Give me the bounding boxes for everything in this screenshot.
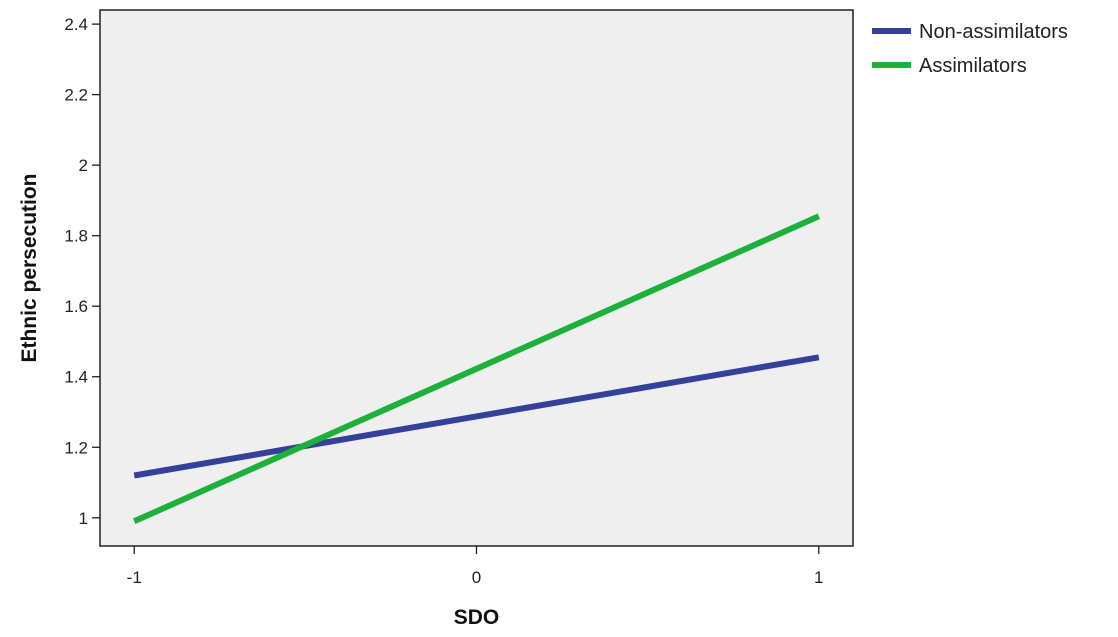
x-tick-label: -1 — [127, 568, 142, 587]
y-tick-label: 2.4 — [64, 15, 88, 34]
y-tick-label: 1.4 — [64, 368, 88, 387]
y-axis-title: Ethnic persecution — [18, 173, 41, 362]
y-axis: 1 1.2 1.4 1.6 1.8 2 2.2 2.4 — [64, 15, 100, 528]
x-axis-title: SDO — [454, 606, 500, 629]
series-line-non-assimilators — [133, 354, 820, 479]
legend-label-non-assimilators: Non-assimilators — [919, 21, 1068, 43]
x-tick-label: 1 — [814, 568, 823, 587]
y-tick-label: 1.2 — [64, 438, 88, 457]
legend: Non-assimilators Assimilators — [872, 21, 1068, 77]
plot-area — [99, 9, 854, 547]
series-lines — [132, 213, 821, 525]
y-tick-label: 2 — [79, 156, 88, 175]
series-line-assimilators — [132, 213, 821, 525]
y-tick-label: 1 — [79, 509, 88, 528]
y-tick-label: 1.6 — [64, 297, 88, 316]
x-axis: -1 0 1 — [127, 546, 824, 587]
legend-label-assimilators: Assimilators — [919, 55, 1027, 77]
y-tick-label: 1.8 — [64, 227, 88, 246]
y-tick-label: 2.2 — [64, 86, 88, 105]
x-tick-label: 0 — [472, 568, 481, 587]
